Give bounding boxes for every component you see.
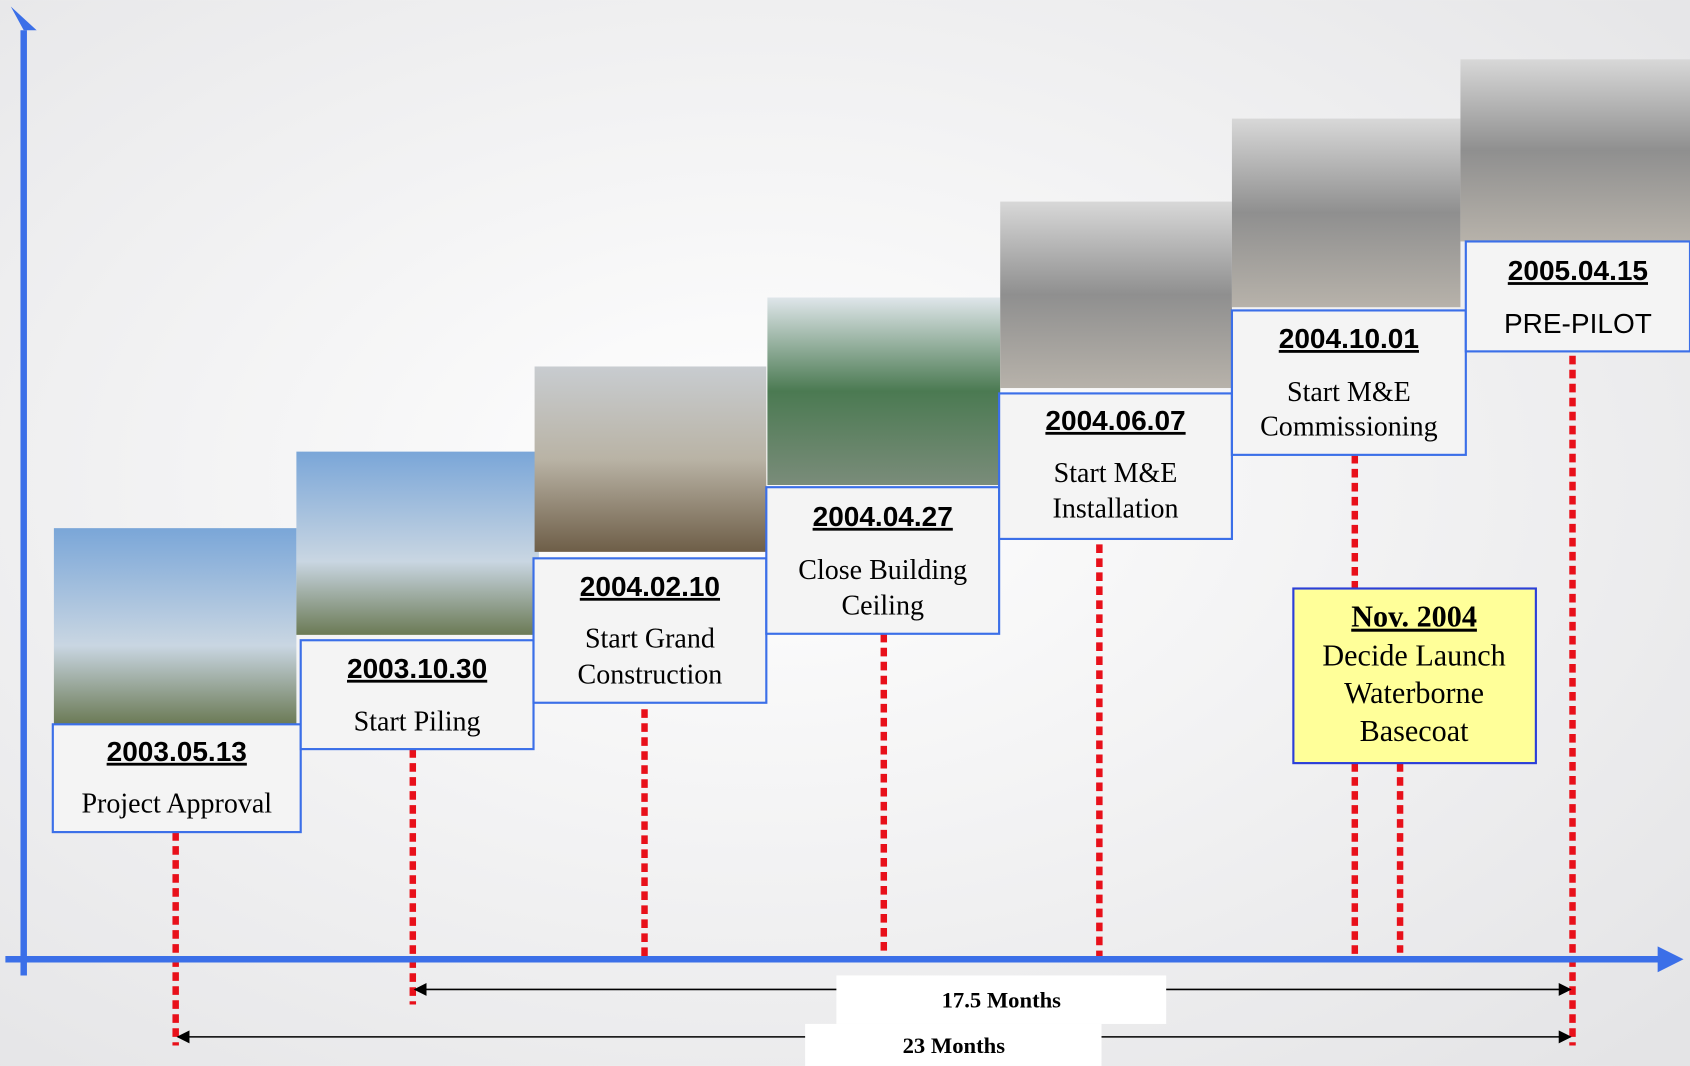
milestone-label: Installation <box>1053 493 1179 524</box>
milestone-date: 2004.10.01 <box>1279 323 1419 354</box>
milestone-date: 2004.02.10 <box>580 571 720 602</box>
span-label-box <box>836 975 1167 1024</box>
milestone-photo <box>534 366 767 552</box>
milestone-photo <box>53 528 297 725</box>
note-line: Decide Launch <box>1322 638 1505 672</box>
milestone-label: Project Approval <box>81 789 272 820</box>
milestone-label: PRE-PILOT <box>1504 308 1652 339</box>
span-label: 23 Months <box>903 1033 1006 1058</box>
milestone-photo <box>1000 201 1232 389</box>
note-line: Basecoat <box>1360 714 1469 748</box>
x-axis-arrow <box>1657 946 1684 973</box>
milestone-label: Start Piling <box>354 707 481 738</box>
milestone-box <box>765 486 1001 635</box>
milestone-label: Construction <box>578 659 723 690</box>
note-box <box>1292 587 1537 765</box>
note-line: Waterborne <box>1344 676 1484 710</box>
milestone-date: 2003.05.13 <box>107 736 247 767</box>
span-label: 17.5 Months <box>942 988 1062 1013</box>
milestone-box <box>1464 240 1690 353</box>
milestone-label: Ceiling <box>841 590 924 621</box>
milestone-box <box>51 723 302 834</box>
milestone-label: Start M&E <box>1287 377 1411 408</box>
milestone-label: Start Grand <box>585 624 715 655</box>
milestone-label: Commissioning <box>1260 411 1437 442</box>
span-label-box <box>805 1023 1102 1066</box>
milestone-photo <box>767 297 1001 486</box>
milestone-date: 2004.06.07 <box>1045 405 1185 436</box>
milestone-photo <box>1460 59 1690 242</box>
milestone-label: Start M&E <box>1054 458 1178 489</box>
y-axis-arrow <box>10 6 37 31</box>
milestone-box <box>1230 309 1467 456</box>
milestone-box <box>998 392 1234 541</box>
milestone-date: 2004.04.27 <box>813 501 953 532</box>
milestone-box <box>532 557 768 704</box>
milestone-date: 2003.10.30 <box>347 653 487 684</box>
milestone-date: 2005.04.15 <box>1508 255 1648 286</box>
note-title: Nov. 2004 <box>1351 600 1477 634</box>
milestone-photo <box>1231 118 1461 308</box>
milestone-photo <box>296 451 539 635</box>
milestone-label: Close Building <box>798 555 967 586</box>
